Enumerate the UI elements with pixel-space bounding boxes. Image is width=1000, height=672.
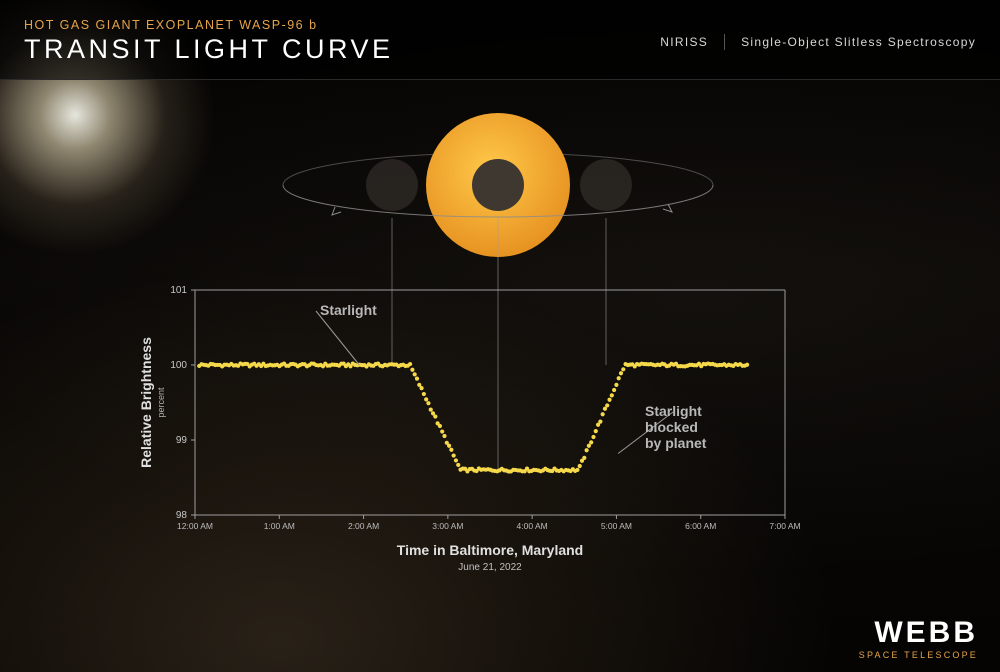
title: TRANSIT LIGHT CURVE [24, 34, 394, 65]
xtick-label: 1:00 AM [264, 521, 295, 531]
ytick-label: 101 [170, 285, 187, 296]
planet-center [472, 159, 524, 211]
annotation-text: Starlight [320, 302, 377, 318]
annotation-text: Starlight [645, 403, 702, 419]
data-point [419, 386, 423, 390]
data-point [621, 367, 625, 371]
data-point [410, 368, 414, 372]
planet-side [366, 159, 418, 211]
annotation-pointer [316, 311, 359, 365]
data-point [438, 424, 442, 428]
data-point [594, 429, 598, 433]
data-point [582, 456, 586, 460]
instrument-name: NIRISS [660, 35, 708, 49]
x-axis-sublabel: June 21, 2022 [458, 562, 522, 573]
data-point [614, 383, 618, 387]
data-point [442, 434, 446, 438]
xtick-label: 6:00 AM [685, 521, 716, 531]
chart-axes: 98 99 100 101 12:00 AM 1:00 AM 2:00 AM 3:00 AM 4… [138, 285, 801, 573]
data-point [591, 435, 595, 439]
data-point [610, 393, 614, 397]
data-point [424, 397, 428, 401]
eyebrow: HOT GAS GIANT EXOPLANET WASP-96 b [24, 18, 394, 32]
data-point [456, 463, 460, 467]
figure-area: 98 99 100 101 12:00 AM 1:00 AM 2:00 AM 3:00 AM 4… [0, 84, 1000, 672]
xtick-label: 5:00 AM [601, 521, 632, 531]
y-axis-label: Relative Brightness [138, 337, 154, 468]
data-point [605, 403, 609, 407]
x-axis-label: Time in Baltimore, Maryland [397, 542, 583, 558]
data-point [433, 414, 437, 418]
title-block: HOT GAS GIANT EXOPLANET WASP-96 b TRANSI… [24, 18, 394, 65]
vertical-divider [724, 34, 725, 50]
data-point [440, 429, 444, 433]
data-point [422, 392, 426, 396]
data-point [575, 468, 579, 472]
data-point [745, 363, 749, 367]
data-point [426, 401, 430, 405]
xtick-label: 12:00 AM [177, 521, 213, 531]
webb-logo-line2: SPACE TELESCOPE [859, 650, 978, 660]
header: HOT GAS GIANT EXOPLANET WASP-96 b TRANSI… [0, 0, 1000, 80]
data-point [617, 376, 621, 380]
xtick-label: 4:00 AM [517, 521, 548, 531]
webb-logo: WEBB SPACE TELESCOPE [859, 619, 978, 660]
data-point [601, 412, 605, 416]
xtick-label: 3:00 AM [432, 521, 463, 531]
ytick-label: 98 [176, 510, 188, 521]
header-right: NIRISS Single-Object Slitless Spectrosco… [660, 34, 976, 50]
data-point [454, 458, 458, 462]
webb-logo-line1: WEBB [859, 619, 978, 646]
data-point [452, 453, 456, 457]
data-point [585, 448, 589, 452]
figure-svg: 98 99 100 101 12:00 AM 1:00 AM 2:00 AM 3:00 AM 4… [0, 84, 1000, 672]
data-point [589, 440, 593, 444]
planet-side [580, 159, 632, 211]
ytick-label: 99 [176, 435, 188, 446]
y-axis-sublabel: percent [156, 387, 166, 418]
data-point [449, 448, 453, 452]
ytick-label: 100 [170, 360, 187, 371]
data-point [578, 464, 582, 468]
data-point [612, 388, 616, 392]
xtick-label: 2:00 AM [348, 521, 379, 531]
data-point [598, 420, 602, 424]
xtick-label: 7:00 AM [769, 521, 800, 531]
data-point [607, 398, 611, 402]
annotation-text: by planet [645, 435, 707, 451]
data-point [447, 444, 451, 448]
data-point [415, 377, 419, 381]
data-point [413, 372, 417, 376]
data-point [429, 407, 433, 411]
data-point [619, 371, 623, 375]
annotation-text: blocked [645, 419, 698, 435]
instrument-mode: Single-Object Slitless Spectroscopy [741, 35, 976, 49]
chart-annotations: StarlightStarlightblockedby planet [316, 302, 707, 454]
orbit-arrow-left-icon [332, 207, 341, 215]
data-point [408, 362, 412, 366]
